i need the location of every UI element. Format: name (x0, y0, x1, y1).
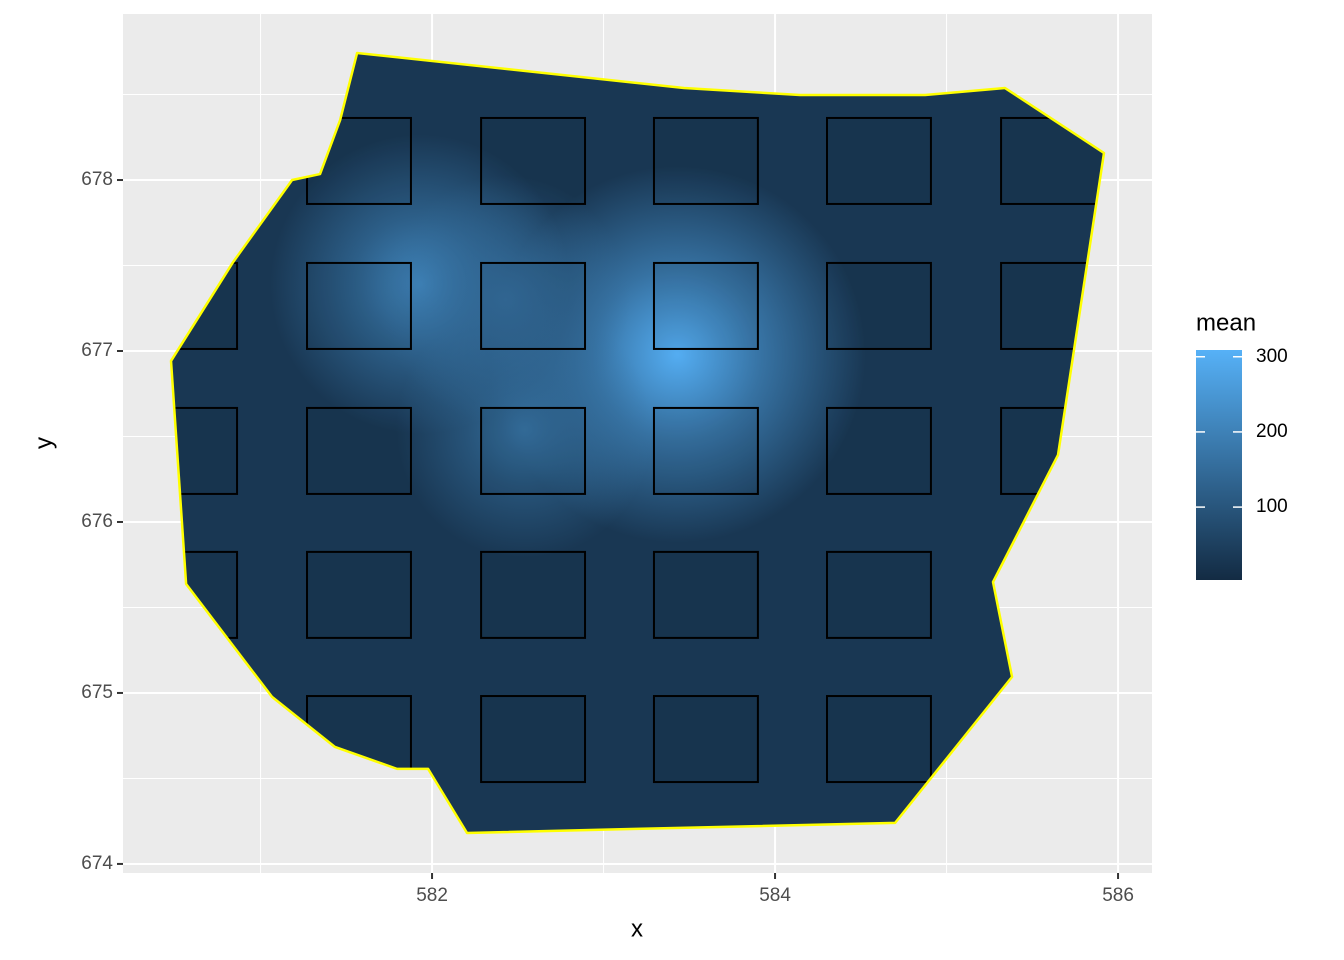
colorbar-label: 200 (1256, 421, 1288, 442)
plot (652, 550, 759, 639)
hotspot (381, 175, 630, 424)
plot (826, 550, 932, 639)
plot (652, 116, 759, 205)
plot (652, 695, 759, 784)
plot (171, 406, 239, 495)
plot (826, 261, 932, 350)
y-tick-label: 674 (81, 853, 113, 874)
legend: 100 200 300 (1196, 346, 1288, 580)
plot (306, 261, 412, 350)
plot (652, 406, 759, 495)
plot (826, 406, 932, 495)
plot (652, 261, 759, 350)
x-tick-label: 584 (759, 885, 791, 906)
colorbar (1196, 350, 1242, 580)
y-axis-title: y (30, 437, 57, 449)
surface (171, 52, 1104, 833)
plot (480, 550, 587, 639)
plot (826, 695, 932, 784)
x-tick-label: 582 (416, 885, 448, 906)
axes: 582 584 586 674 675 676 677 678 (81, 169, 1134, 906)
colorbar-label: 300 (1256, 346, 1288, 367)
y-tick-label: 676 (81, 511, 113, 532)
plot (826, 116, 932, 205)
y-tick-label: 678 (81, 169, 113, 190)
map (169, 51, 1106, 835)
colorbar-label: 100 (1256, 496, 1288, 517)
plot (480, 695, 587, 784)
y-tick-label: 677 (81, 340, 113, 361)
plot (480, 261, 587, 350)
y-tick-label: 675 (81, 682, 113, 703)
boundary (169, 51, 1106, 835)
plot (480, 406, 587, 495)
x-tick-label: 586 (1102, 885, 1134, 906)
plot (480, 116, 587, 205)
legend-title: mean (1196, 309, 1256, 336)
plot (306, 550, 412, 639)
x-axis-title: x (631, 915, 643, 942)
plot (306, 406, 412, 495)
